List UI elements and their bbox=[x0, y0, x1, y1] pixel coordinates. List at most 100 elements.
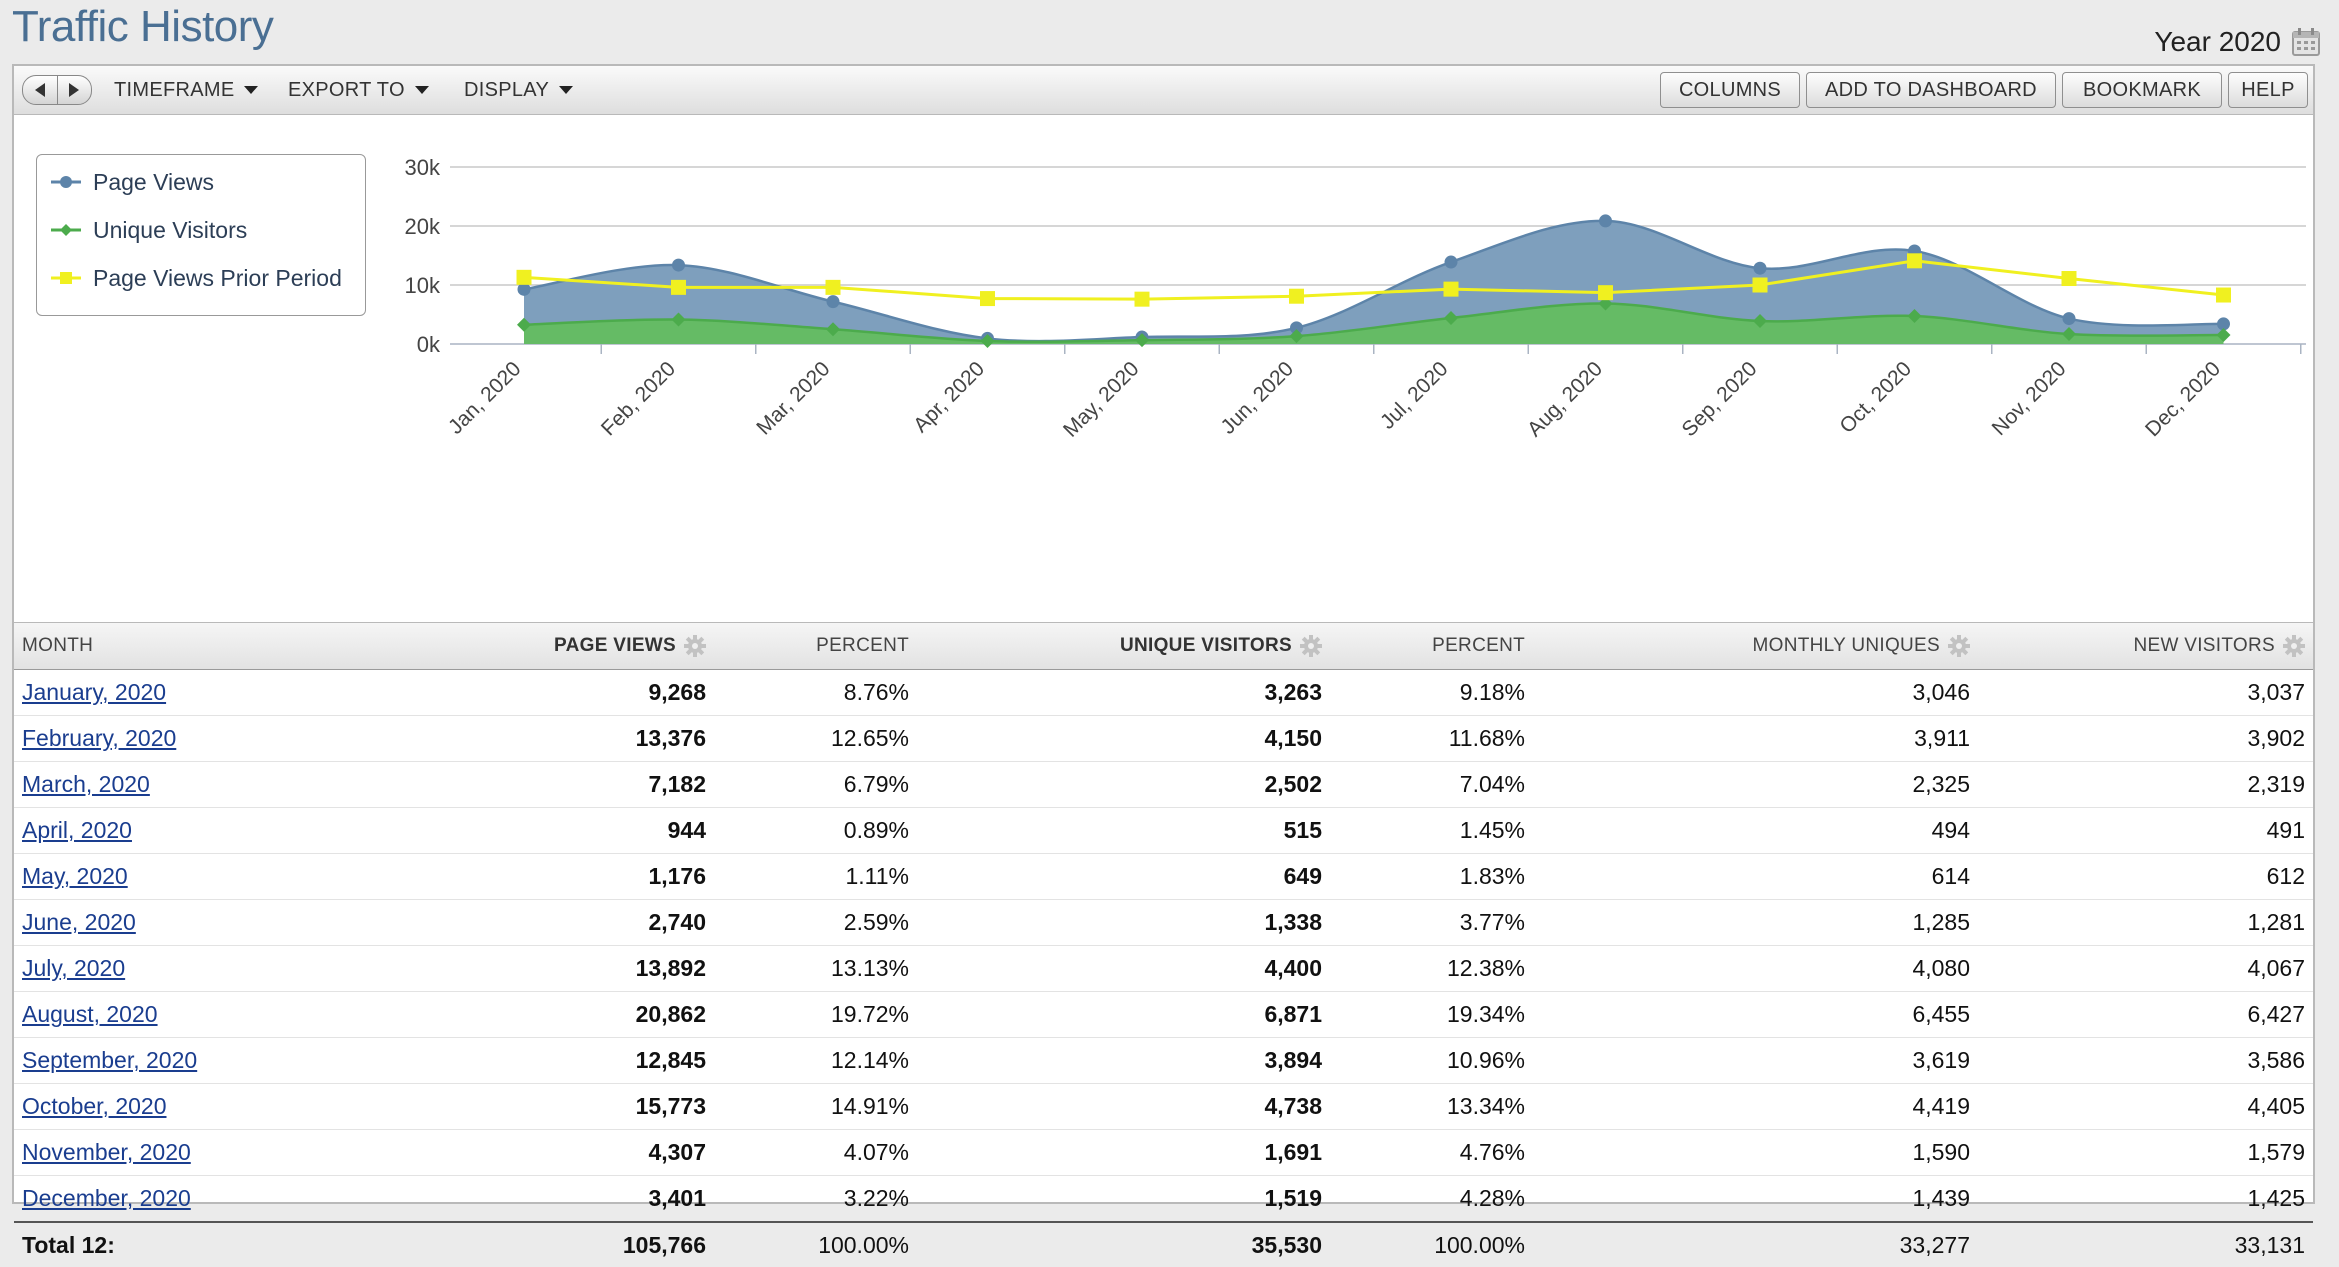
back-arrow-icon[interactable] bbox=[23, 76, 57, 104]
gear-icon[interactable] bbox=[1948, 635, 1970, 657]
data-point bbox=[2062, 271, 2077, 286]
month-column-header[interactable]: MONTH bbox=[14, 623, 286, 670]
month-link[interactable]: June, 2020 bbox=[22, 909, 136, 935]
month-link[interactable]: October, 2020 bbox=[22, 1093, 167, 1119]
month-link[interactable]: February, 2020 bbox=[22, 725, 176, 751]
help-button[interactable]: HELP bbox=[2228, 72, 2308, 108]
month-link[interactable]: August, 2020 bbox=[22, 1001, 158, 1027]
table-cell: 515 bbox=[917, 808, 1330, 854]
legend-square-marker-icon bbox=[51, 271, 81, 285]
table-cell: 2,740 bbox=[286, 900, 714, 946]
table-cell: 1,338 bbox=[917, 900, 1330, 946]
total-label: Total 12: bbox=[14, 1222, 286, 1267]
data-point bbox=[2063, 312, 2076, 325]
table-cell: 4,405 bbox=[1978, 1084, 2313, 1130]
data-point bbox=[1599, 214, 1612, 227]
table-cell: 3,046 bbox=[1533, 670, 1978, 716]
gear-icon[interactable] bbox=[684, 635, 706, 657]
legend-item-unique-visitors[interactable]: Unique Visitors bbox=[51, 215, 247, 245]
table-cell: 1,425 bbox=[1978, 1176, 2313, 1223]
month-link[interactable]: April, 2020 bbox=[22, 817, 132, 843]
data-point bbox=[1753, 278, 1768, 293]
table-cell: 4.07% bbox=[714, 1130, 917, 1176]
x-tick-label: Dec, 2020 bbox=[2141, 357, 2225, 441]
page-views-column-header[interactable]: PAGE VIEWS bbox=[286, 623, 714, 670]
table-cell: 4,307 bbox=[286, 1130, 714, 1176]
table-cell: 4,738 bbox=[917, 1084, 1330, 1130]
header-label: UNIQUE VISITORS bbox=[1120, 635, 1292, 656]
table-cell: 3.77% bbox=[1330, 900, 1533, 946]
legend-diamond-marker-icon bbox=[51, 223, 81, 237]
table-cell: 1,281 bbox=[1978, 900, 2313, 946]
data-point bbox=[2216, 288, 2231, 303]
percent-column-header[interactable]: PERCENT bbox=[1330, 623, 1533, 670]
table-cell: 6,871 bbox=[917, 992, 1330, 1038]
table-cell: 3,586 bbox=[1978, 1038, 2313, 1084]
month-link[interactable]: March, 2020 bbox=[22, 771, 150, 797]
percent-column-header[interactable]: PERCENT bbox=[714, 623, 917, 670]
month-link[interactable]: November, 2020 bbox=[22, 1139, 191, 1165]
data-point bbox=[1135, 292, 1150, 307]
timeframe-menu[interactable]: TIMEFRAME bbox=[114, 66, 258, 114]
period-selector[interactable]: Year 2020 bbox=[2154, 26, 2321, 58]
data-point bbox=[1444, 282, 1459, 297]
page-title: Traffic History bbox=[12, 2, 273, 52]
columns-button[interactable]: COLUMNS bbox=[1660, 72, 1800, 108]
data-point bbox=[827, 295, 840, 308]
display-menu[interactable]: DISPLAY bbox=[464, 66, 573, 114]
month-link[interactable]: December, 2020 bbox=[22, 1185, 191, 1211]
table-cell: 2,502 bbox=[917, 762, 1330, 808]
table-cell: 4.76% bbox=[1330, 1130, 1533, 1176]
table-cell: 12,845 bbox=[286, 1038, 714, 1084]
new-visitors-column-header[interactable]: NEW VISITORS bbox=[1978, 623, 2313, 670]
calendar-icon[interactable] bbox=[2291, 27, 2321, 57]
table-cell: 14.91% bbox=[714, 1084, 917, 1130]
forward-arrow-icon[interactable] bbox=[57, 76, 92, 104]
data-point bbox=[1445, 256, 1458, 269]
y-tick-label: 0k bbox=[417, 332, 441, 357]
x-tick-label: May, 2020 bbox=[1059, 357, 1143, 441]
month-link[interactable]: May, 2020 bbox=[22, 863, 128, 889]
gear-icon[interactable] bbox=[1300, 635, 1322, 657]
table-cell: 1,590 bbox=[1533, 1130, 1978, 1176]
table-cell: 4,080 bbox=[1533, 946, 1978, 992]
table-cell: 10.96% bbox=[1330, 1038, 1533, 1084]
export-menu[interactable]: EXPORT TO bbox=[288, 66, 429, 114]
month-cell: July, 2020 bbox=[14, 946, 286, 992]
month-link[interactable]: January, 2020 bbox=[22, 679, 166, 705]
table-cell: 15,773 bbox=[286, 1084, 714, 1130]
month-cell: August, 2020 bbox=[14, 992, 286, 1038]
table-cell: 4.28% bbox=[1330, 1176, 1533, 1223]
table-cell: 3,037 bbox=[1978, 670, 2313, 716]
month-link[interactable]: September, 2020 bbox=[22, 1047, 197, 1073]
monthly-uniques-column-header[interactable]: MONTHLY UNIQUES bbox=[1533, 623, 1978, 670]
data-point bbox=[1598, 285, 1613, 300]
x-tick-label: Apr, 2020 bbox=[909, 357, 989, 437]
table-cell: 6,455 bbox=[1533, 992, 1978, 1038]
table-cell: 3.22% bbox=[714, 1176, 917, 1223]
table-cell: 19.72% bbox=[714, 992, 917, 1038]
table-cell: 19.34% bbox=[1330, 992, 1533, 1038]
gear-icon[interactable] bbox=[2283, 635, 2305, 657]
table-cell: 9,268 bbox=[286, 670, 714, 716]
data-point bbox=[672, 259, 685, 272]
table-cell: 12.14% bbox=[714, 1038, 917, 1084]
month-cell: October, 2020 bbox=[14, 1084, 286, 1130]
legend-item-prior-period[interactable]: Page Views Prior Period bbox=[51, 263, 342, 293]
month-link[interactable]: July, 2020 bbox=[22, 955, 125, 981]
data-point bbox=[980, 291, 995, 306]
month-cell: December, 2020 bbox=[14, 1176, 286, 1223]
unique-visitors-column-header[interactable]: UNIQUE VISITORS bbox=[917, 623, 1330, 670]
month-cell: April, 2020 bbox=[14, 808, 286, 854]
total-cell: 100.00% bbox=[714, 1222, 917, 1267]
y-tick-label: 20k bbox=[405, 214, 441, 239]
bookmark-button[interactable]: BOOKMARK bbox=[2062, 72, 2222, 108]
period-label: Year 2020 bbox=[2154, 26, 2281, 58]
add-to-dashboard-button[interactable]: ADD TO DASHBOARD bbox=[1806, 72, 2056, 108]
legend-item-page-views[interactable]: Page Views bbox=[51, 167, 214, 197]
month-cell: June, 2020 bbox=[14, 900, 286, 946]
